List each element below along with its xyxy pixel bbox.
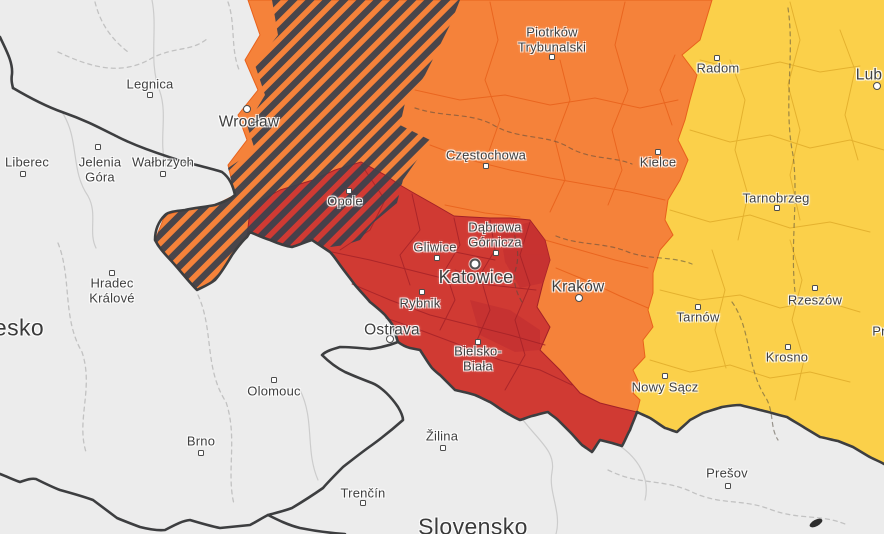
city-marker-tren-n[interactable] <box>360 500 366 506</box>
city-marker-lub[interactable] <box>873 82 881 90</box>
city-marker-kielce[interactable] <box>655 149 661 155</box>
city-label-bielsko-bia-a: Bielsko- Biała <box>454 343 502 373</box>
city-marker-opole[interactable] <box>346 188 352 194</box>
city-label-wroc-aw: Wrocław <box>218 113 280 131</box>
city-marker-hradec-kr-lov[interactable] <box>109 270 115 276</box>
city-label-lub: Lub <box>855 66 883 84</box>
city-marker-rybnik[interactable] <box>419 289 425 295</box>
city-marker-bielsko-bia-a[interactable] <box>475 339 481 345</box>
city-label-legnica: Legnica <box>126 76 174 92</box>
yellow-county-borders <box>649 1 884 401</box>
city-marker-ostrava[interactable] <box>386 335 394 343</box>
city-marker-piotrk-w-trybunalski[interactable] <box>549 54 555 60</box>
city-marker-radom[interactable] <box>714 55 720 61</box>
city-marker-ilina[interactable] <box>440 445 446 451</box>
city-label-pr: Pr <box>872 323 884 339</box>
city-label-hradec-kr-lov: Hradec Králové <box>89 275 135 305</box>
city-label-liberec: Liberec <box>4 154 50 170</box>
city-label-rzesz-w: Rzeszów <box>787 292 843 308</box>
city-label-wa-brzych: Wałbrzych <box>132 154 194 170</box>
minor-borders <box>61 0 647 534</box>
country-label-esko: esko <box>0 314 45 341</box>
country-label-slovensko: Slovensko <box>418 513 528 534</box>
city-marker-nowy-s-cz[interactable] <box>662 373 668 379</box>
city-marker-tarn-w[interactable] <box>695 304 701 310</box>
city-marker-tarnobrzeg[interactable] <box>774 205 780 211</box>
city-label-brno: Brno <box>186 433 216 449</box>
city-marker-wa-brzych[interactable] <box>160 171 166 177</box>
city-label-olomouc: Olomouc <box>247 383 301 399</box>
city-marker-liberec[interactable] <box>20 171 26 177</box>
national-borders <box>0 35 884 534</box>
city-label-krak-w: Kraków <box>551 278 605 296</box>
city-marker-gliwice[interactable] <box>434 255 440 261</box>
city-label-jelenia-g-ra: Jelenia Góra <box>78 154 122 184</box>
city-label-tren-n: Trenčín <box>340 485 386 501</box>
city-label-piotrk-w-trybunalski: Piotrków Trybunalski <box>517 24 587 54</box>
province-borders-dashed <box>414 7 797 441</box>
city-label-rybnik: Rybnik <box>399 295 441 311</box>
city-marker-olomouc[interactable] <box>271 377 277 383</box>
city-label-katowice: Katowice <box>438 266 514 287</box>
hatched-overlay-zone[interactable] <box>155 0 460 290</box>
city-label-cz-stochowa: Częstochowa <box>445 147 527 163</box>
city-marker-pre-ov[interactable] <box>725 483 731 489</box>
city-label-nowy-s-cz: Nowy Sącz <box>631 379 699 395</box>
city-marker-legnica[interactable] <box>147 92 153 98</box>
terrain-blob <box>809 518 823 528</box>
city-label-pre-ov: Prešov <box>706 465 748 481</box>
city-label-ostrava: Ostrava <box>364 321 420 339</box>
region-borders-dashed <box>57 1 846 525</box>
city-label-d-browa-g-rnicza: Dąbrowa Górnicza <box>468 219 522 249</box>
city-marker-jelenia-g-ra[interactable] <box>95 144 101 150</box>
city-label-gliwice: Gliwice <box>413 239 457 255</box>
city-marker-rzesz-w[interactable] <box>812 285 818 291</box>
city-label-tarn-w: Tarnów <box>676 309 720 325</box>
city-label-krosno: Krosno <box>765 349 809 365</box>
city-marker-cz-stochowa[interactable] <box>483 163 489 169</box>
city-label-opole: Opole <box>327 193 363 209</box>
city-label-ilina: Žilina <box>425 428 459 444</box>
city-marker-brno[interactable] <box>198 450 204 456</box>
red-county-borders <box>331 163 573 391</box>
city-marker-d-browa-g-rnicza[interactable] <box>493 250 499 256</box>
orange-county-borders <box>414 1 679 309</box>
city-label-tarnobrzeg: Tarnobrzeg <box>742 190 810 206</box>
city-marker-katowice[interactable] <box>469 258 481 270</box>
city-label-kielce: Kielce <box>639 154 677 170</box>
city-marker-krosno[interactable] <box>785 344 791 350</box>
city-marker-krak-w[interactable] <box>575 294 583 302</box>
city-marker-wroc-aw[interactable] <box>243 105 251 113</box>
city-label-radom: Radom <box>696 60 740 76</box>
yellow-zone[interactable] <box>633 0 884 464</box>
